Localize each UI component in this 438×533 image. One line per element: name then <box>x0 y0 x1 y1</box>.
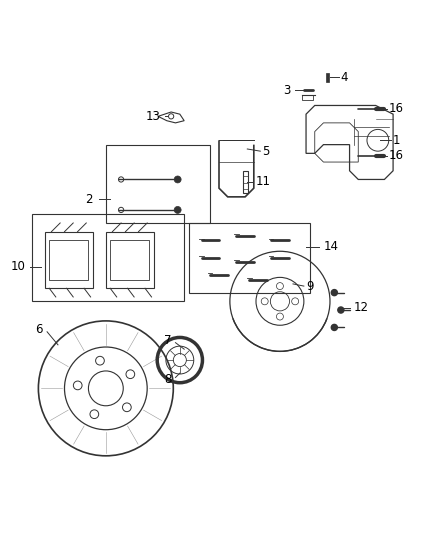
Text: 16: 16 <box>389 102 404 116</box>
Text: 11: 11 <box>256 175 271 188</box>
Text: 1: 1 <box>393 134 401 147</box>
Circle shape <box>174 206 181 213</box>
Circle shape <box>123 403 131 411</box>
Text: 9: 9 <box>306 280 314 293</box>
Circle shape <box>73 381 82 390</box>
Text: 4: 4 <box>341 71 348 84</box>
Text: 13: 13 <box>145 110 160 123</box>
Bar <box>243 171 248 192</box>
Circle shape <box>90 410 99 418</box>
Text: 3: 3 <box>283 84 291 96</box>
Text: 7: 7 <box>164 334 171 347</box>
Circle shape <box>95 357 104 365</box>
Bar <box>325 73 329 82</box>
Text: 6: 6 <box>35 323 43 336</box>
Bar <box>188 223 311 293</box>
Text: 8: 8 <box>164 373 171 386</box>
Text: 14: 14 <box>323 240 339 253</box>
Circle shape <box>126 370 135 378</box>
Text: 2: 2 <box>85 192 93 206</box>
Text: 12: 12 <box>354 301 369 314</box>
Text: 16: 16 <box>389 149 404 162</box>
Bar <box>302 95 313 100</box>
Bar <box>106 144 210 223</box>
Bar <box>32 214 184 301</box>
Circle shape <box>338 307 344 313</box>
Text: 5: 5 <box>262 144 270 158</box>
Text: 10: 10 <box>11 260 25 273</box>
Circle shape <box>331 325 337 330</box>
Circle shape <box>174 176 181 183</box>
Circle shape <box>331 289 337 296</box>
